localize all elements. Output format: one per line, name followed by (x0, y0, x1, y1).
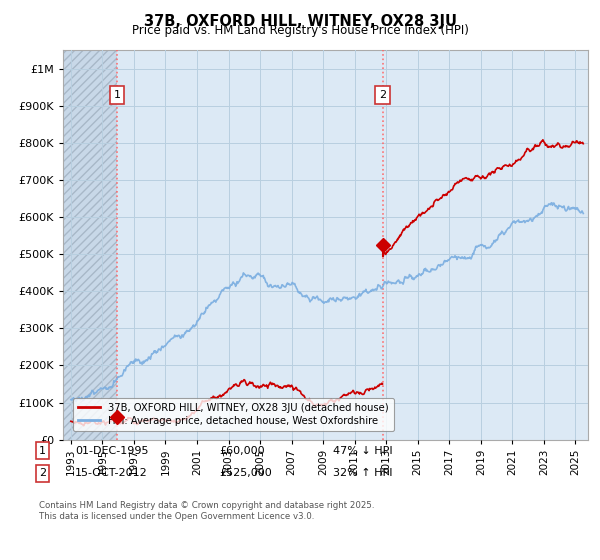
Text: 2: 2 (39, 468, 46, 478)
Text: 01-DEC-1995: 01-DEC-1995 (75, 446, 149, 456)
Text: £525,000: £525,000 (219, 468, 272, 478)
Text: 1: 1 (39, 446, 46, 456)
Text: 37B, OXFORD HILL, WITNEY, OX28 3JU: 37B, OXFORD HILL, WITNEY, OX28 3JU (143, 14, 457, 29)
Text: 2: 2 (379, 90, 386, 100)
Text: Price paid vs. HM Land Registry's House Price Index (HPI): Price paid vs. HM Land Registry's House … (131, 24, 469, 37)
Legend: 37B, OXFORD HILL, WITNEY, OX28 3JU (detached house), HPI: Average price, detache: 37B, OXFORD HILL, WITNEY, OX28 3JU (deta… (73, 398, 394, 431)
Bar (63, 50, 117, 440)
Text: 1: 1 (113, 90, 121, 100)
Text: Contains HM Land Registry data © Crown copyright and database right 2025.
This d: Contains HM Land Registry data © Crown c… (39, 501, 374, 521)
Text: 47% ↓ HPI: 47% ↓ HPI (333, 446, 392, 456)
Text: 32% ↑ HPI: 32% ↑ HPI (333, 468, 392, 478)
Text: £60,000: £60,000 (219, 446, 265, 456)
Text: 15-OCT-2012: 15-OCT-2012 (75, 468, 148, 478)
